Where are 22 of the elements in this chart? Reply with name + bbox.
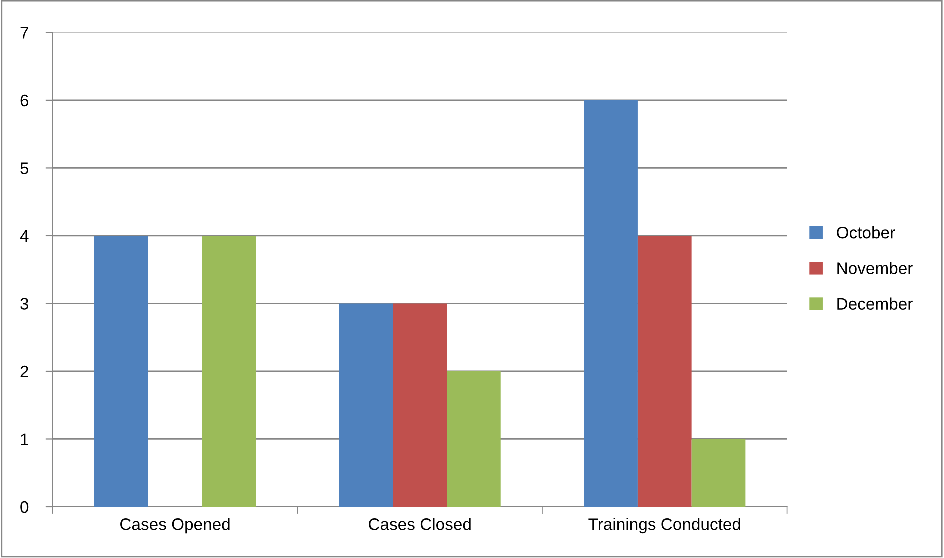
bar bbox=[202, 236, 256, 507]
bar bbox=[584, 100, 638, 507]
x-tick-label: Trainings Conducted bbox=[588, 518, 740, 534]
y-tick-label: 1 bbox=[21, 434, 28, 446]
bar bbox=[393, 304, 448, 507]
y-tick-label: 2 bbox=[20, 366, 28, 378]
y-tick-label: 3 bbox=[20, 298, 29, 310]
legend-label: November bbox=[838, 262, 913, 274]
y-tick-label: 4 bbox=[20, 230, 29, 242]
x-tick-label: Cases Closed bbox=[369, 518, 471, 530]
y-tick-label: 7 bbox=[20, 27, 28, 39]
x-tick-label: Cases Opened bbox=[120, 518, 230, 534]
y-tick-label: 0 bbox=[20, 501, 29, 514]
bar bbox=[339, 304, 394, 507]
bar bbox=[638, 236, 692, 507]
bar bbox=[692, 439, 746, 507]
bar bbox=[447, 371, 501, 507]
bar bbox=[94, 236, 148, 507]
legend-label: December bbox=[838, 298, 913, 310]
legend-label: October bbox=[837, 226, 896, 239]
y-tick-label: 6 bbox=[20, 94, 29, 107]
y-tick-label: 5 bbox=[20, 162, 29, 174]
